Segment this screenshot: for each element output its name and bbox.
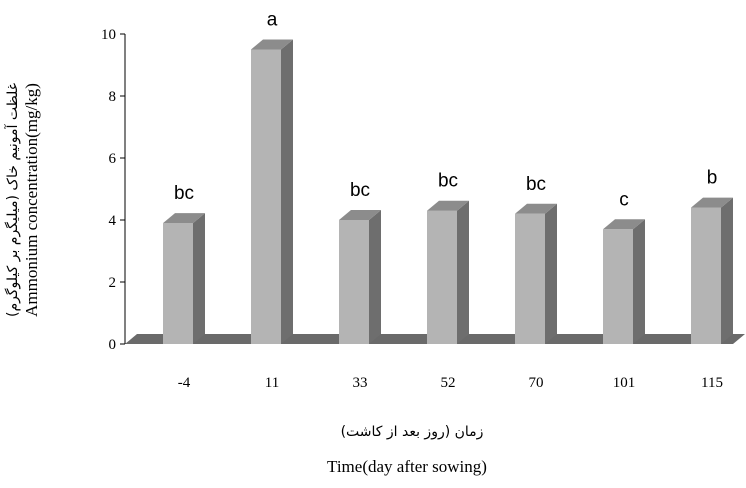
bar-front [251, 49, 281, 344]
y-tick-label: 0 [109, 337, 117, 353]
bar-top [603, 219, 645, 230]
bar-top [427, 200, 469, 211]
y-tick-label: 8 [109, 89, 117, 105]
bar-side [721, 197, 733, 344]
x-tick-label: 33 [353, 375, 368, 391]
significance-letter: bc [174, 183, 194, 204]
significance-letter: bc [526, 174, 546, 195]
significance-letter: bc [350, 180, 370, 201]
bar-101 [603, 219, 645, 344]
y-tick-label: 2 [109, 275, 117, 291]
bar-top [691, 197, 733, 208]
significance-letter: c [619, 189, 629, 210]
y-axis-title-persian: غلظت آمونیم خاک (میلیگرم بر کیلوگرم) [4, 83, 21, 317]
bar-side [545, 203, 557, 344]
bar-front [339, 220, 369, 344]
x-tick-label: 101 [613, 375, 636, 391]
y-tick-label: 6 [109, 151, 117, 167]
bar-side [281, 39, 293, 344]
bar-top [339, 210, 381, 220]
bar-front [163, 223, 193, 344]
bar-70 [515, 203, 557, 344]
bar-front [427, 210, 457, 344]
bars-layer [163, 39, 733, 344]
bar-front [515, 213, 545, 344]
bar-top [515, 203, 557, 214]
bar-52 [427, 200, 469, 344]
bar-side [457, 200, 469, 344]
y-axis-title: Ammonium concentration(mg/kg) [22, 83, 41, 317]
x-tick-label: 115 [701, 375, 723, 391]
x-tick-label: 70 [529, 375, 544, 391]
significance-letter: a [267, 10, 278, 31]
x-axis-title-persian: زمان (روز بعد از کاشت) [341, 424, 484, 440]
bar-side [633, 219, 645, 344]
bar-side [193, 213, 205, 344]
y-tick-label: 4 [109, 213, 117, 229]
x-tick-label: 11 [265, 375, 279, 391]
bar-11 [251, 39, 293, 344]
bar-front [691, 207, 721, 344]
labels-layer: -4 bc 11 a 33 bc 52 bc 70 bc 101 c 115 b [174, 10, 723, 392]
y-axis: 0 2 4 6 8 10 [101, 27, 126, 353]
bar-33 [339, 210, 381, 344]
x-axis-title: Time(day after sowing) [327, 457, 487, 476]
bar-115 [691, 197, 733, 344]
bar-front [603, 229, 633, 344]
bar--4 [163, 213, 205, 344]
bar-top [251, 39, 293, 50]
significance-letter: bc [438, 171, 458, 192]
x-tick-label: 52 [441, 375, 456, 391]
bar-top [163, 213, 205, 224]
y-tick-label: 10 [101, 27, 116, 43]
x-tick-label: -4 [178, 375, 191, 391]
significance-letter: b [707, 168, 718, 189]
bar-side [369, 210, 381, 344]
